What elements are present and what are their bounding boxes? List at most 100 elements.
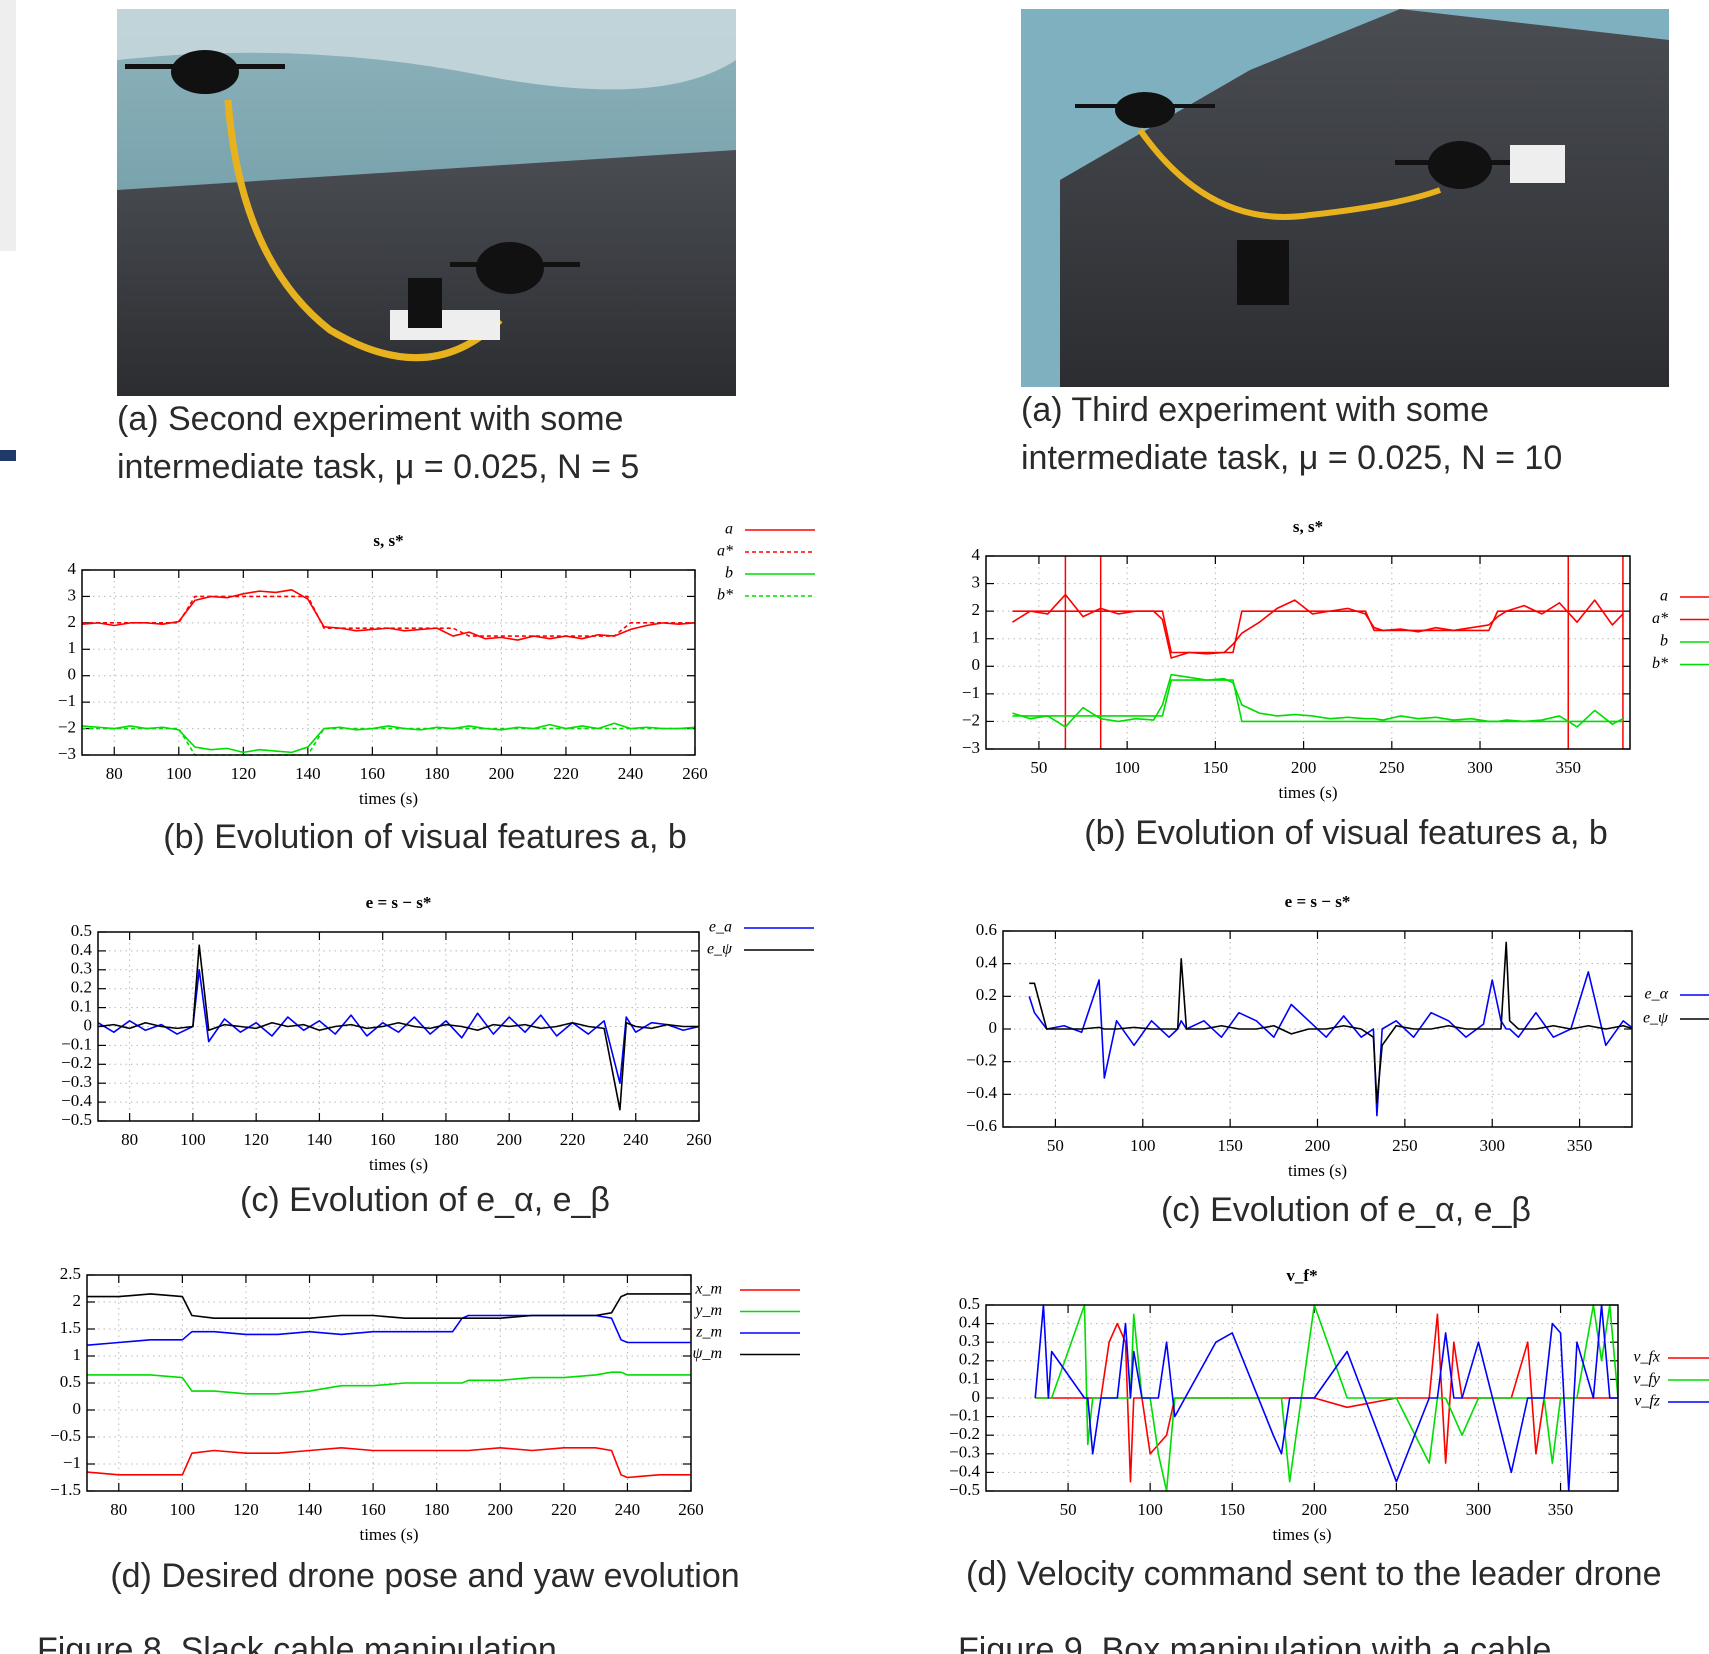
plot-frame — [985, 1304, 1619, 1492]
x-tick-label: 350 — [1548, 1500, 1574, 1519]
y-tick-label: 0.5 — [60, 1372, 81, 1391]
y-tick-label: −0.1 — [949, 1406, 980, 1425]
legend-label: v_fz — [1634, 1393, 1661, 1410]
caption: (c) Evolution of e_α, e_β — [1161, 1191, 1531, 1229]
x-tick-label: 200 — [496, 1130, 522, 1149]
x-tick-label: 200 — [1302, 1500, 1328, 1519]
y-tick-label: 0 — [68, 665, 77, 684]
legend-label: ψ_m — [693, 1345, 723, 1362]
x-tick-label: 240 — [618, 764, 644, 783]
data-line — [1035, 1313, 1618, 1483]
chart: −0.5−0.4−0.3−0.2−0.100.10.20.30.40.5 80 10… — [61, 893, 814, 1174]
x-tick-label: 100 — [1130, 1136, 1156, 1155]
y-tick-label: 0 — [972, 1387, 981, 1406]
x-tick-label: 150 — [1219, 1500, 1245, 1519]
plot-frame — [985, 555, 1631, 750]
x-tick-label: 80 — [121, 1130, 138, 1149]
y-tick-label: −0.3 — [949, 1443, 980, 1462]
y-tick-label: 3 — [972, 572, 981, 591]
legend-label: e_ψ — [1643, 1010, 1669, 1027]
x-tick-label: 250 — [1392, 1136, 1418, 1155]
legend-label: b — [1660, 633, 1668, 650]
plot-frame — [81, 569, 696, 756]
data-line — [82, 595, 695, 637]
y-tick-label: 0.5 — [71, 921, 92, 940]
y-tick-label: −1 — [962, 683, 980, 702]
x-axis-label: times (s) — [369, 1155, 428, 1174]
x-tick-label: 220 — [551, 1500, 577, 1519]
x-tick-label: 120 — [233, 1500, 259, 1519]
x-axis-label: times (s) — [1288, 1161, 1347, 1180]
y-tick-label: 0 — [84, 1015, 93, 1034]
figure-caption: Figure 9. Box manipulation with a cable — [958, 1631, 1551, 1654]
x-tick-label: 200 — [1305, 1136, 1331, 1155]
y-tick-label: −0.4 — [61, 1091, 92, 1110]
legend-label: b* — [1652, 655, 1668, 672]
y-tick-label: −1 — [58, 691, 76, 710]
data-line — [82, 589, 695, 641]
x-tick-label: 150 — [1217, 1136, 1243, 1155]
chart: −1.5 −1 −0.5 0 0.5 1 1.5 2 2.5 80 100 120 140 160 180 2… — [50, 1264, 800, 1544]
y-tick-label: 0.6 — [976, 920, 997, 939]
y-tick-label: 2 — [972, 600, 981, 619]
caption: intermediate task, μ = 0.025, N = 5 — [117, 448, 639, 486]
y-tick-label: −0.2 — [949, 1424, 980, 1443]
side-marker — [0, 450, 16, 461]
x-tick-label: 100 — [166, 764, 192, 783]
y-tick-label: −0.2 — [61, 1053, 92, 1072]
chart-title: e = s − s* — [1285, 892, 1351, 911]
y-tick-label: 1 — [73, 1345, 82, 1364]
data-line — [87, 1371, 691, 1395]
caption: (d) Desired drone pose and yaw evolution — [110, 1557, 739, 1595]
x-tick-label: 350 — [1567, 1136, 1593, 1155]
y-tick-label: 0 — [989, 1018, 998, 1037]
caption: (a) Third experiment with some — [1021, 391, 1489, 429]
legend-label: e_a — [709, 919, 732, 936]
x-tick-label: 100 — [180, 1130, 206, 1149]
y-tick-label: 0.2 — [976, 985, 997, 1004]
x-tick-label: 80 — [106, 764, 123, 783]
x-tick-label: 80 — [110, 1500, 127, 1519]
y-tick-label: 1.5 — [60, 1318, 81, 1337]
data-line — [1034, 1304, 1618, 1492]
y-tick-label: −0.4 — [966, 1083, 997, 1102]
y-tick-label: −0.2 — [966, 1051, 997, 1070]
y-tick-label: −3 — [962, 738, 980, 757]
x-tick-label: 220 — [560, 1130, 586, 1149]
chart: −0.5−0.4−0.3−0.2−0.100.10.20.30.40.5 50 10… — [949, 1266, 1709, 1544]
y-tick-label: 0.2 — [959, 1350, 980, 1369]
legend-label: b* — [717, 587, 733, 604]
y-tick-label: −2 — [58, 717, 76, 736]
x-tick-label: 180 — [424, 1500, 450, 1519]
data-line — [1012, 593, 1624, 659]
x-tick-label: 160 — [360, 1500, 386, 1519]
legend-label: a* — [717, 543, 733, 560]
y-tick-label: 0.4 — [976, 953, 998, 972]
legend-label: a* — [1652, 610, 1668, 627]
plot-frame — [1002, 930, 1633, 1128]
y-tick-label: −0.3 — [61, 1072, 92, 1091]
x-tick-label: 240 — [615, 1500, 641, 1519]
x-tick-label: 150 — [1203, 758, 1229, 777]
legend-label: x_m — [694, 1281, 722, 1298]
figure-caption: Figure 8. Slack cable manipulation — [37, 1631, 557, 1654]
x-tick-label: 250 — [1384, 1500, 1410, 1519]
caption: (b) Evolution of visual features a, b — [163, 818, 687, 856]
x-tick-label: 120 — [243, 1130, 269, 1149]
chart: −3 −2 −1 0 1 2 3 4 50 100 150 200 250 300 350 a a* b b* s, … — [962, 517, 1709, 802]
y-tick-label: 0.4 — [71, 940, 93, 959]
y-tick-label: −1.5 — [50, 1480, 81, 1499]
x-axis-label: times (s) — [1272, 1525, 1331, 1544]
x-tick-label: 200 — [1291, 758, 1317, 777]
y-tick-label: 0.4 — [959, 1313, 981, 1332]
x-tick-label: 160 — [360, 764, 386, 783]
y-tick-label: −0.6 — [966, 1116, 997, 1135]
y-tick-label: −0.1 — [61, 1034, 92, 1053]
y-tick-label: −1 — [63, 1453, 81, 1472]
x-tick-label: 50 — [1060, 1500, 1077, 1519]
y-tick-label: −3 — [58, 744, 76, 763]
legend-label: e_ψ — [707, 941, 733, 958]
legend-label: a — [725, 521, 733, 538]
